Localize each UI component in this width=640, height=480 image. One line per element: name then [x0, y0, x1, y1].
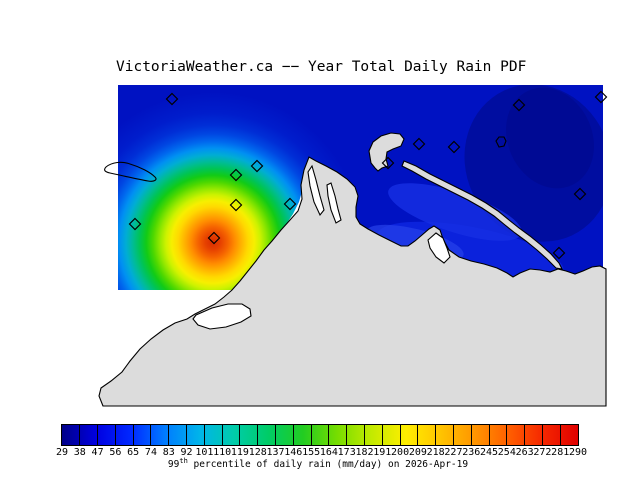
colorbar-tick: [470, 425, 472, 445]
colorbar-tick: [417, 425, 419, 445]
colorbar-tick: [399, 425, 401, 445]
colorbar-tick-label: 29: [55, 447, 69, 458]
station-diamond-icon: [412, 137, 426, 151]
colorbar-tick: [97, 425, 99, 445]
hook-island: [368, 132, 405, 172]
colorbar: [61, 424, 579, 446]
colorbar-tick: [221, 425, 223, 445]
colorbar-tick-label: 281: [551, 447, 570, 458]
contour-band-bright-mid: [388, 183, 522, 241]
colorbar-tick-label: 164: [319, 447, 338, 458]
colorbar-tick: [257, 425, 259, 445]
land-masses: [98, 132, 607, 407]
station-diamond-icon: [250, 159, 264, 173]
colorbar-tick-label: 74: [144, 447, 157, 458]
colorbar-tick-label: 173: [337, 447, 356, 458]
plot-title: VictoriaWeather.ca −− Year Total Daily R…: [116, 59, 527, 75]
colorbar-tick: [132, 425, 134, 445]
colorbar-tick-label: 146: [284, 447, 303, 458]
station-diamond-icon: [512, 98, 526, 112]
colorbar-tick-label: 290: [568, 447, 588, 458]
colorbar-tick-label: 38: [73, 447, 86, 458]
colorbar-tick: [328, 425, 330, 445]
station-diamond-icon: [573, 187, 587, 201]
colorbar-tick: [168, 425, 170, 445]
colorbar-tick: [488, 425, 490, 445]
sea-data-field: [118, 85, 603, 290]
colorbar-tick-label: 236: [462, 447, 481, 458]
station-diamond-icon: [552, 246, 566, 260]
colorbar-tick-label: 110: [213, 447, 232, 458]
colorbar-tick-label: 218: [426, 447, 445, 458]
colorbar-tick-label: 272: [533, 447, 552, 458]
station-diamond-icon: [283, 197, 297, 211]
sooke-inlet: [192, 303, 252, 330]
colorbar-tick-label: 83: [162, 447, 175, 458]
harbour-pocket: [427, 232, 451, 264]
station-diamond-icon: [229, 198, 243, 212]
station-diamond-icon: [229, 168, 243, 182]
islet-outline: [495, 136, 507, 148]
colorbar-tick: [203, 425, 205, 445]
colorbar-tick-label: 200: [391, 447, 410, 458]
colorbar-tick: [363, 425, 365, 445]
mainland-coast: [98, 156, 607, 407]
colorbar-tick-label: 101: [195, 447, 214, 458]
inlet-slit-west: [307, 164, 325, 217]
colorbar-tick-label: 119: [230, 447, 249, 458]
colorbar-tick-label: 92: [180, 447, 193, 458]
station-diamond-icon: [381, 156, 395, 170]
colorbar-tick-label: 254: [497, 447, 516, 458]
colorbar-tick-label: 137: [266, 447, 285, 458]
station-markers: [128, 90, 608, 260]
colorbar-tick: [292, 425, 294, 445]
caption-suffix: percentile of daily rain (mm/day) on 202…: [187, 459, 469, 470]
colorbar-tick-label: 263: [515, 447, 534, 458]
colorbar-tick: [452, 425, 454, 445]
colorbar-caption: 99th percentile of daily rain (mm/day) o…: [0, 456, 636, 470]
colorbar-tick: [114, 425, 116, 445]
colorbar-tick: [559, 425, 561, 445]
station-diamond-icon: [128, 217, 142, 231]
colorbar-tick: [186, 425, 188, 445]
colorbar-tick: [541, 425, 543, 445]
caption-superscript: th: [179, 456, 188, 465]
colorbar-tick-label: 56: [109, 447, 122, 458]
colorbar-tick-label: 155: [302, 447, 321, 458]
colorbar-tick-label: 245: [480, 447, 499, 458]
station-diamond-icon: [165, 92, 179, 106]
station-diamond-icon: [447, 140, 461, 154]
colorbar-tick-label: 182: [355, 447, 374, 458]
station-diamond-icon: [207, 231, 221, 245]
colorbar-tick-label: 209: [408, 447, 427, 458]
waterfront-spit: [401, 160, 563, 270]
colorbar-tick: [310, 425, 312, 445]
colorbar-tick: [150, 425, 152, 445]
colorbar-tick: [435, 425, 437, 445]
inlet-slit-east: [326, 182, 342, 224]
colorbar-tick-label: 47: [91, 447, 104, 458]
race-rocks-outline: [104, 161, 157, 182]
colorbar-tick: [346, 425, 348, 445]
colorbar-tick: [506, 425, 508, 445]
colorbar-tick-label: 227: [444, 447, 463, 458]
colorbar-tick: [79, 425, 81, 445]
caption-prefix: 99: [167, 459, 180, 470]
colorbar-tick: [275, 425, 277, 445]
colorbar-tick-label: 128: [248, 447, 267, 458]
station-diamond-icon: [594, 90, 608, 104]
colorbar-tick: [381, 425, 383, 445]
contour-band-darker: [506, 87, 594, 189]
colorbar-tick: [239, 425, 241, 445]
sea-contour-bands: [366, 85, 603, 285]
colorbar-tick: [524, 425, 526, 445]
colorbar-tick-label: 191: [373, 447, 392, 458]
colorbar-tick-label: 65: [127, 447, 140, 458]
colorbar-tick-labels: 29 38 47 56 65 74 83 92 101 110 119 128 137 146 155 164…: [0, 447, 640, 459]
